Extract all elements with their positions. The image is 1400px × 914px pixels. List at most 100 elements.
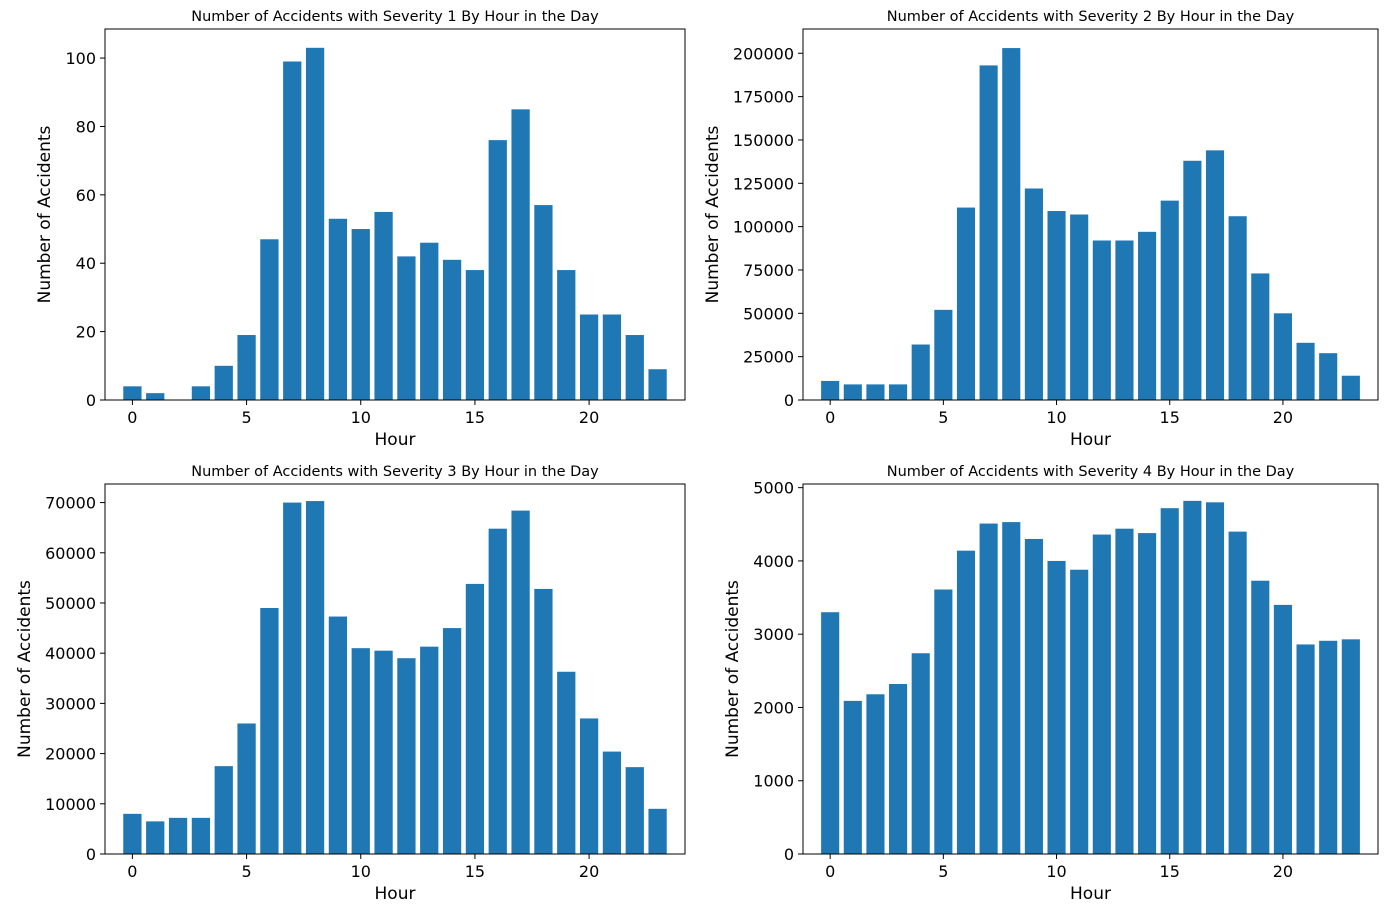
x-axis-label: Hour (1070, 884, 1111, 904)
bar (397, 256, 416, 400)
chart-panel-severity-3: Number of Accidents with Severity 3 By H… (15, 464, 686, 904)
bar (511, 510, 530, 854)
bar (1024, 538, 1043, 854)
bar (511, 109, 530, 401)
chart-title: Number of Accidents with Severity 2 By H… (887, 9, 1295, 25)
bar (465, 270, 485, 400)
bar (1205, 150, 1225, 400)
bar (821, 380, 840, 400)
y-tick-label: 5000 (753, 479, 794, 498)
bar (866, 694, 885, 854)
bar (1115, 528, 1134, 854)
y-tick-label: 200000 (733, 44, 794, 63)
bar (283, 61, 302, 400)
bar (328, 218, 348, 400)
bar (1319, 353, 1338, 400)
x-tick-label: 0 (127, 862, 137, 881)
bar (328, 616, 348, 854)
y-tick-label: 175000 (733, 88, 794, 107)
bar (374, 650, 393, 854)
bar (1138, 533, 1157, 854)
bar (1273, 604, 1292, 854)
bar (579, 314, 599, 400)
x-axis-label: Hour (375, 884, 416, 904)
bar (889, 684, 908, 854)
y-axis-label: Number of Accidents (15, 580, 35, 758)
y-tick-label: 75000 (743, 261, 794, 280)
bar (488, 140, 507, 400)
y-tick-label: 0 (86, 391, 96, 410)
bar (956, 550, 976, 854)
y-tick-label: 0 (784, 845, 794, 864)
bar (911, 653, 930, 854)
x-tick-label: 0 (127, 408, 137, 427)
bar (1160, 508, 1179, 854)
bar (465, 583, 485, 854)
axes-frame (802, 28, 1379, 401)
bar (1024, 188, 1043, 400)
bar-group (821, 48, 1360, 400)
bar (1251, 580, 1270, 854)
bar (214, 766, 233, 854)
bar (866, 384, 885, 400)
bar (442, 259, 462, 400)
bar (1228, 531, 1247, 854)
bar (1319, 640, 1338, 854)
bar (1047, 560, 1066, 854)
x-axis-label: Hour (1070, 430, 1111, 450)
bar (237, 723, 256, 854)
bar (625, 335, 644, 400)
y-axis-label: Number of Accidents (703, 125, 723, 303)
bar (1070, 214, 1089, 400)
bar (934, 309, 953, 400)
bar (191, 817, 211, 854)
x-tick-label: 15 (1160, 408, 1180, 427)
bar (237, 335, 256, 400)
axes-frame (802, 483, 1379, 855)
bar (1047, 211, 1066, 400)
x-tick-label: 20 (1273, 862, 1293, 881)
y-tick-label: 2000 (753, 698, 794, 717)
chart-title: Number of Accidents with Severity 4 By H… (887, 464, 1295, 480)
bar (843, 384, 862, 400)
bar (123, 813, 142, 854)
axes-frame (104, 483, 686, 855)
bar (557, 270, 576, 400)
y-tick-label: 125000 (733, 174, 794, 193)
bar (283, 502, 302, 854)
chart-panel-severity-1: Number of Accidents with Severity 1 By H… (35, 9, 686, 450)
bar (534, 588, 553, 854)
bar (305, 501, 325, 854)
x-tick-label: 5 (938, 408, 948, 427)
bar-group (123, 501, 667, 854)
x-tick-label: 10 (351, 408, 371, 427)
y-axis-label: Number of Accidents (723, 580, 743, 758)
y-tick-label: 50000 (45, 594, 96, 613)
bar (260, 239, 279, 400)
y-tick-label: 150000 (733, 131, 794, 150)
bar (648, 369, 667, 400)
bar (351, 648, 370, 854)
y-tick-label: 50000 (743, 304, 794, 323)
bar (579, 718, 599, 854)
x-tick-label: 0 (825, 408, 835, 427)
bar (305, 47, 325, 400)
y-tick-label: 60000 (45, 544, 96, 563)
chart-svg: Number of Accidents with Severity 2 By H… (703, 9, 1379, 450)
y-tick-label: 40 (76, 254, 96, 273)
bar (821, 612, 840, 854)
bar (1115, 240, 1134, 400)
bar (1183, 500, 1202, 854)
chart-title: Number of Accidents with Severity 1 By H… (191, 9, 599, 25)
bar (1251, 273, 1270, 400)
y-tick-label: 20 (76, 323, 96, 342)
bar (1070, 569, 1089, 854)
y-tick-label: 1000 (753, 772, 794, 791)
x-tick-label: 0 (825, 862, 835, 881)
bar (1092, 240, 1111, 400)
x-tick-label: 5 (938, 862, 948, 881)
bar (602, 314, 622, 400)
chart-svg: Number of Accidents with Severity 3 By H… (15, 464, 686, 904)
y-tick-label: 25000 (743, 348, 794, 367)
y-tick-label: 20000 (45, 745, 96, 764)
